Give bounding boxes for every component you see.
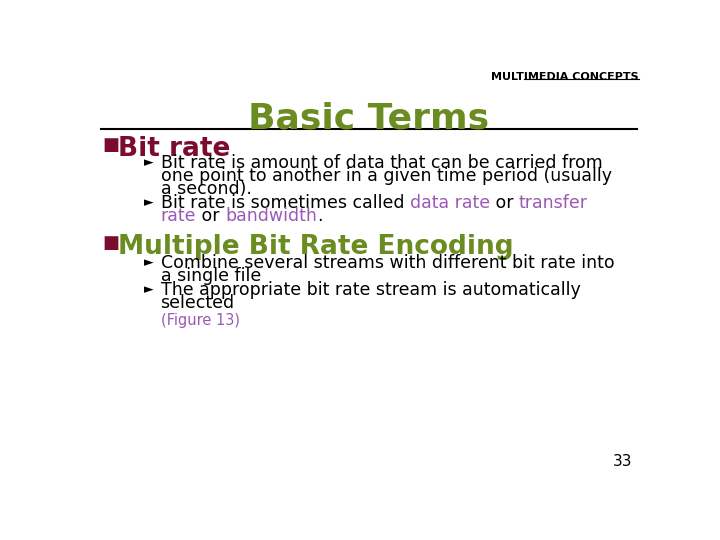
Text: .: . bbox=[317, 207, 323, 225]
Text: one point to another in a given time period (usually: one point to another in a given time per… bbox=[161, 167, 611, 185]
Text: a second).: a second). bbox=[161, 180, 251, 198]
Text: ►: ► bbox=[144, 156, 154, 168]
Text: (Figure 13): (Figure 13) bbox=[161, 313, 240, 328]
Text: or: or bbox=[196, 207, 225, 225]
Text: data rate: data rate bbox=[410, 194, 490, 212]
Text: bandwidth: bandwidth bbox=[225, 207, 317, 225]
Text: ■: ■ bbox=[102, 137, 120, 154]
Text: Bit rate is sometimes called: Bit rate is sometimes called bbox=[161, 194, 410, 212]
Text: The appropriate bit rate stream is automatically: The appropriate bit rate stream is autom… bbox=[161, 281, 580, 299]
Text: Bit rate is amount of data that can be carried from: Bit rate is amount of data that can be c… bbox=[161, 154, 602, 172]
Text: or: or bbox=[490, 194, 518, 212]
Text: ►: ► bbox=[144, 256, 154, 269]
Text: MULTIMEDIA CONCEPTS: MULTIMEDIA CONCEPTS bbox=[491, 72, 639, 83]
Text: rate: rate bbox=[161, 207, 196, 225]
Text: 33: 33 bbox=[613, 454, 632, 469]
Text: Multiple Bit Rate Encoding: Multiple Bit Rate Encoding bbox=[118, 234, 513, 260]
Text: Combine several streams with different bit rate into: Combine several streams with different b… bbox=[161, 254, 614, 272]
Text: ■: ■ bbox=[102, 234, 120, 252]
Text: Basic Terms: Basic Terms bbox=[248, 102, 490, 136]
Text: a single file: a single file bbox=[161, 267, 261, 285]
Text: Bit rate: Bit rate bbox=[118, 137, 230, 163]
Text: ►: ► bbox=[144, 283, 154, 296]
Text: ►: ► bbox=[144, 195, 154, 208]
Text: transfer: transfer bbox=[518, 194, 588, 212]
Text: selected: selected bbox=[161, 294, 235, 312]
